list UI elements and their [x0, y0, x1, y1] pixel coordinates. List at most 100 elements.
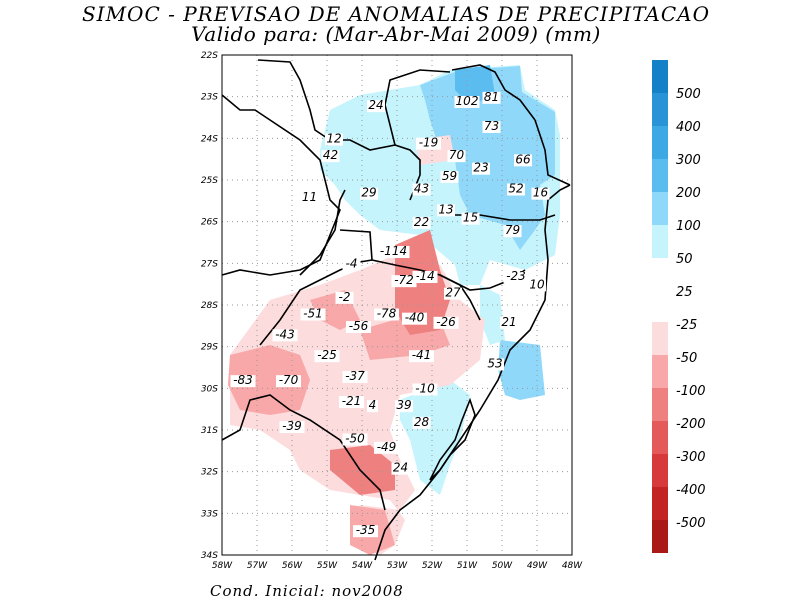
anomaly-value-label: 59: [442, 169, 457, 183]
value-label-bg: [412, 216, 431, 229]
anomaly-value-label: 11: [302, 190, 317, 204]
lagoa-dos-patos: [429, 397, 476, 481]
anomaly-value-label: 16: [533, 186, 549, 200]
anomaly-value-label: 102: [456, 94, 479, 108]
anomaly-value-label: 81: [484, 90, 499, 104]
colorbar-negative-swatch: [652, 355, 668, 388]
colorbar-negative-label: -200: [676, 417, 706, 432]
anomaly-value-label: -40: [405, 311, 425, 325]
value-label-bg: [377, 246, 410, 258]
longitude-label: 48W: [562, 561, 583, 571]
initial-condition-label: Cond. Inicial: nov2008: [210, 582, 404, 600]
coast-east: [534, 119, 571, 186]
anomaly-value-label: -49: [377, 440, 397, 454]
value-label-bg: [433, 316, 459, 329]
anomaly-value-label: -51: [303, 307, 323, 321]
value-label-bg: [360, 187, 378, 200]
colorbar-positive-swatch: [652, 60, 668, 93]
anomaly-value-label: 10: [529, 277, 545, 291]
argentina-border: [339, 229, 441, 276]
latitude-label: 23S: [201, 93, 218, 103]
value-label-bg: [367, 400, 378, 413]
anomaly-value-label: 4: [369, 398, 377, 412]
value-label-bg: [412, 416, 431, 429]
anomaly-value-label: -23: [506, 269, 526, 283]
anomaly-value-label: -37: [345, 369, 365, 383]
colorbar-positive-swatch: [652, 93, 668, 126]
value-label-bg: [409, 350, 434, 363]
value-label-bg: [482, 91, 501, 104]
anomaly-value-label: -72: [394, 273, 414, 287]
anomaly-value-label: -56: [349, 319, 369, 333]
value-label-bg: [300, 191, 319, 204]
anomaly-value-label: 13: [438, 202, 453, 216]
anomaly-value-label: 22: [414, 215, 429, 229]
positive-area-se: [498, 340, 545, 400]
coast-north: [451, 64, 536, 121]
value-label-bg: [482, 121, 501, 133]
longitude-label: 54W: [352, 561, 373, 571]
colorbar-positive-label: 100: [676, 219, 701, 234]
anomaly-value-label: 73: [484, 119, 499, 133]
colorbar-positive-label: 300: [676, 153, 701, 168]
anomaly-value-label: 24: [368, 98, 383, 112]
value-label-bg: [325, 133, 343, 146]
colorbar-positive-label: 50: [676, 252, 693, 267]
rs-sc-border: [439, 274, 481, 321]
value-label-bg: [447, 150, 466, 163]
anomaly-value-label: 39: [396, 398, 411, 412]
value-label-bg: [444, 287, 462, 300]
colorbar-negative-label: -100: [676, 384, 706, 399]
longitude-label: 49W: [527, 561, 548, 571]
anomaly-value-label: -14: [415, 269, 435, 283]
colorbar-positive-label: 25: [676, 285, 693, 300]
river-parana: [299, 189, 346, 276]
longitude-label: 58W: [212, 561, 233, 571]
colorbar-negative-label: -25: [676, 318, 697, 333]
value-label-bg: [374, 308, 399, 321]
positive-area-south-2: [480, 285, 505, 345]
value-label-bg: [230, 375, 256, 388]
value-label-bg: [353, 525, 378, 538]
value-label-bg: [402, 312, 427, 325]
longitude-label: 51W: [457, 561, 478, 571]
map-gridlines: [222, 55, 572, 555]
colorbar-negative-swatch: [652, 520, 668, 553]
value-label-bg: [416, 137, 441, 150]
anomaly-value-label: 23: [473, 161, 488, 175]
state-border-ms-pr: [394, 144, 421, 201]
latitude-label: 34S: [201, 551, 218, 561]
anomaly-value-label: 53: [487, 357, 502, 371]
value-label-bg: [412, 183, 431, 196]
anomaly-value-label: 27: [445, 286, 461, 300]
value-label-bg: [507, 183, 525, 196]
anomaly-value-label: 79: [505, 223, 520, 237]
value-label-bg: [342, 433, 368, 446]
value-label-bg: [272, 329, 298, 342]
anomaly-value-label: 28: [414, 415, 430, 429]
value-label-bg: [503, 225, 522, 238]
value-label-bg: [314, 350, 340, 363]
colorbar-negative-swatch: [652, 421, 668, 454]
anomaly-value-label: 24: [393, 461, 408, 475]
value-label-bg: [472, 162, 490, 175]
value-label-bg: [279, 421, 305, 433]
anomaly-value-label: -10: [415, 382, 435, 396]
value-label-bg: [514, 154, 532, 167]
colorbar-positive-swatch: [652, 192, 668, 225]
value-label-bg: [321, 150, 340, 163]
anomaly-value-label: 43: [414, 182, 429, 196]
value-label-bg: [440, 171, 459, 183]
longitude-label: 53W: [387, 561, 408, 571]
anomaly-value-label: -50: [345, 432, 365, 446]
value-label-bg: [346, 321, 371, 333]
uruguay-border: [221, 394, 386, 511]
longitude-label: 55W: [317, 561, 338, 571]
latitude-label: 31S: [201, 426, 218, 436]
value-label-bg: [276, 375, 301, 388]
value-label-bg: [391, 275, 417, 288]
value-label-bg: [437, 204, 455, 217]
colorbar-positive-label: 200: [676, 186, 701, 201]
latitude-label: 28S: [201, 301, 218, 311]
value-label-bg: [342, 371, 368, 383]
